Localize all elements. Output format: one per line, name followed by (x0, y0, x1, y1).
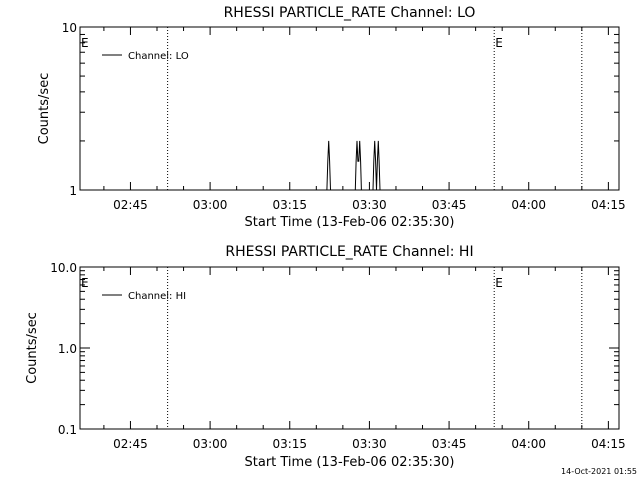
chart-title: RHESSI PARTICLE_RATE Channel: HI (225, 244, 473, 260)
y-tick-label: 0.1 (58, 423, 77, 437)
x-axis-label: Start Time (13-Feb-06 02:35:30) (245, 455, 455, 470)
y-tick-label: 10.0 (50, 261, 77, 275)
corner-event-label: E (81, 276, 89, 290)
x-tick-label: 04:15 (591, 198, 626, 212)
chart-panel-2: RHESSI PARTICLE_RATE Channel: HI 02:45 03:… (25, 244, 626, 470)
x-tick-label: 03:00 (193, 198, 228, 212)
generation-timestamp: 14-Oct-2021 01:55 (561, 467, 637, 476)
legend-label: Channel: LO (128, 51, 189, 62)
x-tick-label: 04:00 (511, 437, 546, 451)
x-tick-label: 03:15 (272, 198, 307, 212)
x-tick-label: 03:00 (193, 437, 228, 451)
legend-label: Channel: HI (128, 291, 186, 302)
x-axis-label: Start Time (13-Feb-06 02:35:30) (245, 215, 455, 230)
y-tick-label: 1 (69, 184, 77, 198)
event-marker-label: E (495, 36, 503, 50)
y-tick-label: 1.0 (58, 342, 77, 356)
x-tick-label: 02:45 (113, 437, 148, 451)
y-axis-label: Counts/sec (25, 312, 40, 384)
corner-event-label: E (81, 36, 89, 50)
y-tick-label: 10 (62, 21, 77, 35)
x-tick-label: 03:30 (352, 437, 387, 451)
x-tick-label: 03:15 (272, 437, 307, 451)
legend: Channel: LO (102, 51, 189, 62)
y-axis-label: Counts/sec (37, 73, 52, 145)
x-tick-label: 03:30 (352, 198, 387, 212)
chart-title: RHESSI PARTICLE_RATE Channel: LO (224, 5, 476, 21)
chart-panel-1: RHESSI PARTICLE_RATE Channel: LO 02:45 03:… (37, 5, 626, 230)
x-tick-label: 04:15 (591, 437, 626, 451)
series-line (326, 140, 381, 191)
x-tick-label: 02:45 (113, 198, 148, 212)
event-marker-label: E (495, 276, 503, 290)
legend: Channel: HI (102, 291, 186, 302)
x-tick-label: 04:00 (511, 198, 546, 212)
x-tick-label: 03:45 (432, 198, 467, 212)
x-tick-label: 03:45 (432, 437, 467, 451)
